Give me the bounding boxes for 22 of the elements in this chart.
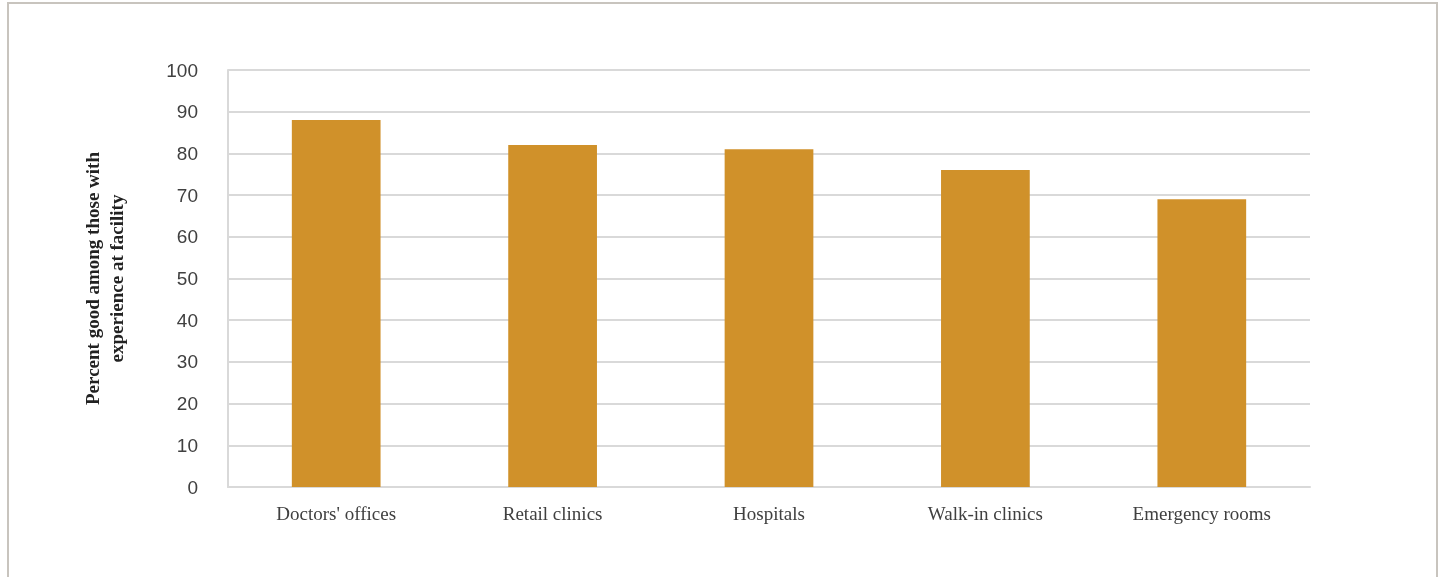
bar — [291, 120, 381, 487]
x-tick-label: Doctors' offices — [276, 503, 397, 524]
x-tick-label: Emergency rooms — [1132, 503, 1272, 524]
bar — [1157, 199, 1247, 487]
y-tick-label: 50 — [176, 268, 198, 289]
bar — [508, 145, 597, 487]
y-tick-label: 20 — [176, 393, 198, 415]
x-tick-label: Hospitals — [733, 503, 805, 524]
y-tick-label: 60 — [176, 226, 198, 248]
y-tick-label: 30 — [176, 351, 198, 373]
bar — [941, 170, 1030, 487]
y-tick-label: 70 — [176, 184, 198, 206]
y-tick-label: 80 — [176, 142, 198, 164]
y-tick-label: 100 — [166, 59, 198, 81]
y-tick-label: 40 — [176, 309, 198, 331]
y-tick-label: 90 — [176, 101, 198, 123]
x-tick-label: Retail clinics — [502, 503, 603, 524]
y-tick-label: 10 — [176, 434, 198, 456]
bar — [724, 149, 814, 487]
y-axis-title: Percent good among those with experience at facility — [81, 151, 127, 405]
y-tick-label: 0 — [187, 476, 198, 498]
x-tick-label: Walk-in clinics — [927, 503, 1043, 524]
